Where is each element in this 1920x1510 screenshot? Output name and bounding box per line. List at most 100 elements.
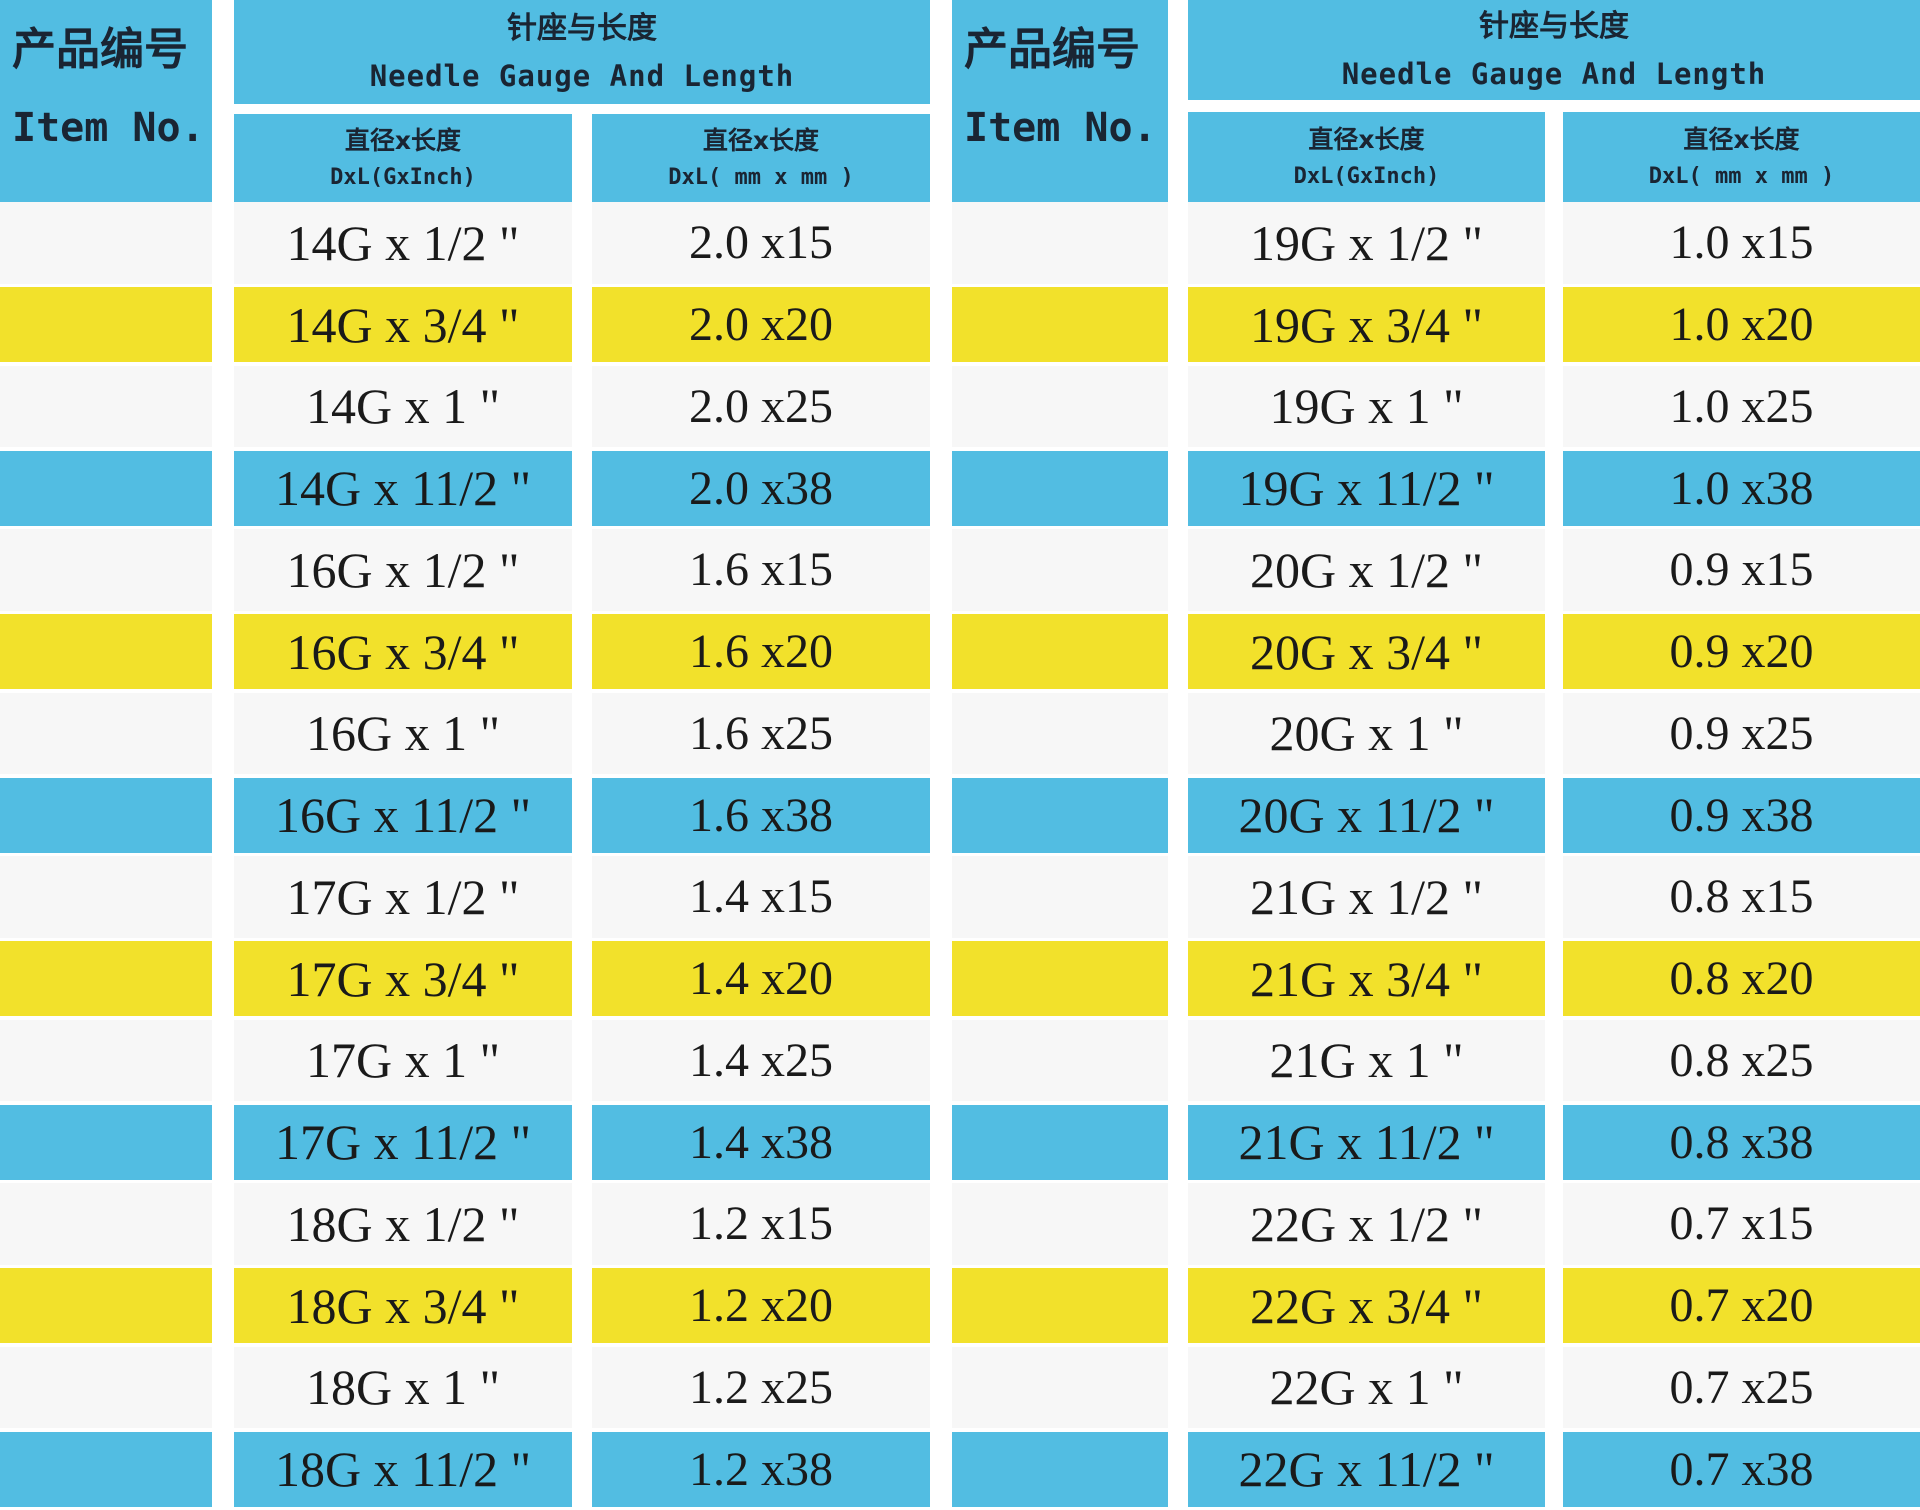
mm-value: 1.4 x15 [689, 870, 833, 924]
gauge-inch-cell: 14G x 1 " [234, 365, 572, 448]
gauge-inch-value: 19G x 11/2 " [1238, 460, 1495, 517]
mm-cell: 0.9 x20 [1563, 614, 1920, 689]
gauge-inch-cell: 17G x 1 " [234, 1019, 572, 1102]
item-no-cell [0, 1431, 212, 1507]
item-no-cell [0, 1019, 212, 1102]
mm-value: 1.6 x15 [689, 543, 833, 597]
mm-cell: 1.4 x15 [592, 856, 930, 938]
item-no-cell [0, 287, 212, 362]
mm-value: 2.0 x25 [689, 379, 833, 433]
item-no-cell [0, 1104, 212, 1180]
mm-cell: 1.6 x38 [592, 777, 930, 853]
mm-cell: 1.6 x15 [592, 529, 930, 611]
gauge-inch-cell: 20G x 1/2 " [1188, 529, 1545, 611]
gauge-inch-cell: 16G x 11/2 " [234, 777, 572, 853]
mm-value: 0.9 x25 [1669, 706, 1814, 760]
gauge-inch-value: 16G x 3/4 " [286, 623, 520, 680]
mm-value: 1.0 x15 [1669, 216, 1814, 270]
mm-cell: 1.2 x20 [592, 1268, 930, 1343]
col-mm-cn-label: 直径x长度 [1683, 124, 1800, 154]
group-en-label: Needle Gauge And Length [369, 58, 795, 93]
gauge-inch-value: 14G x 3/4 " [286, 296, 520, 353]
item-no-en-label: Item No. [964, 105, 1157, 151]
gauge-inch-value: 17G x 11/2 " [274, 1114, 532, 1171]
gauge-inch-cell: 17G x 3/4 " [234, 941, 572, 1016]
mm-value: 0.9 x15 [1669, 543, 1814, 597]
item-no-cell [952, 529, 1168, 611]
gauge-inch-value: 20G x 1/2 " [1250, 541, 1483, 598]
mm-value: 1.2 x15 [689, 1197, 833, 1251]
item-no-cn-label: 产品编号 [12, 24, 188, 75]
mm-cell: 1.0 x38 [1563, 450, 1920, 526]
item-no-cell [952, 777, 1168, 853]
mm-value: 1.6 x20 [689, 625, 833, 679]
gauge-inch-cell: 18G x 11/2 " [234, 1431, 572, 1507]
gauge-inch-cell: 16G x 1 " [234, 692, 572, 775]
gauge-inch-value: 18G x 1 " [305, 1359, 501, 1416]
gauge-inch-cell: 18G x 1/2 " [234, 1183, 572, 1265]
item-no-header-left: 产品编号 Item No. [0, 0, 212, 202]
mm-value: 0.8 x20 [1669, 952, 1814, 1006]
mm-cell: 0.8 x15 [1563, 856, 1920, 938]
item-no-cell [952, 1019, 1168, 1102]
item-no-cell [952, 692, 1168, 775]
gauge-inch-value: 21G x 1 " [1269, 1032, 1464, 1089]
gauge-inch-cell: 14G x 11/2 " [234, 450, 572, 526]
col-mm-en-label: DxL( mm x mm ) [668, 164, 854, 190]
item-no-cell [0, 941, 212, 1016]
mm-cell: 0.9 x38 [1563, 777, 1920, 853]
gauge-inch-cell: 22G x 1/2 " [1188, 1183, 1545, 1265]
gauge-inch-value: 19G x 1 " [1269, 378, 1464, 435]
mm-value: 1.0 x38 [1669, 461, 1814, 515]
col-mm-cn-label: 直径x长度 [702, 125, 820, 155]
item-no-cell [0, 1183, 212, 1265]
mm-value: 2.0 x15 [689, 216, 833, 270]
mm-cell: 1.6 x20 [592, 614, 930, 689]
gauge-inch-cell: 21G x 1/2 " [1188, 856, 1545, 938]
gauge-inch-value: 16G x 1/2 " [286, 541, 520, 598]
col-gauge-cn-label: 直径x长度 [1308, 124, 1425, 154]
gauge-inch-value: 20G x 11/2 " [1238, 787, 1495, 844]
gauge-inch-cell: 17G x 11/2 " [234, 1104, 572, 1180]
mm-column-header-right: 直径x长度 DxL( mm x mm ) [1563, 112, 1920, 202]
gauge-inch-value: 18G x 1/2 " [286, 1195, 520, 1252]
item-no-cell [952, 614, 1168, 689]
mm-cell: 2.0 x25 [592, 365, 930, 448]
item-no-cell [0, 614, 212, 689]
mm-cell: 1.6 x25 [592, 692, 930, 775]
gauge-inch-value: 20G x 1 " [1269, 705, 1464, 762]
gauge-inch-cell: 19G x 11/2 " [1188, 450, 1545, 526]
mm-cell: 1.2 x25 [592, 1346, 930, 1429]
gauge-inch-column-header-left: 直径x长度 DxL(GxInch) [234, 114, 572, 202]
item-no-cell [952, 941, 1168, 1016]
item-no-cell [952, 365, 1168, 448]
needle-gauge-group-header-right: 针座与长度 Needle Gauge And Length [1188, 0, 1920, 100]
needle-gauge-group-header-left: 针座与长度 Needle Gauge And Length [234, 0, 930, 104]
mm-value: 1.4 x20 [689, 952, 833, 1006]
mm-value: 0.9 x20 [1669, 625, 1814, 679]
item-no-cell [952, 1104, 1168, 1180]
gauge-inch-cell: 14G x 3/4 " [234, 287, 572, 362]
mm-cell: 0.7 x38 [1563, 1431, 1920, 1507]
gauge-inch-cell: 17G x 1/2 " [234, 856, 572, 938]
item-no-cell [952, 202, 1168, 284]
col-gauge-cn-label: 直径x长度 [344, 125, 462, 155]
item-no-header-right: 产品编号 Item No. [952, 0, 1168, 202]
gauge-inch-column-header-right: 直径x长度 DxL(GxInch) [1188, 112, 1545, 202]
gauge-inch-value: 17G x 1 " [305, 1032, 501, 1089]
gauge-inch-value: 17G x 3/4 " [286, 950, 520, 1007]
item-no-cell [0, 202, 212, 284]
mm-value: 1.0 x20 [1669, 298, 1814, 352]
gauge-inch-value: 22G x 1 " [1269, 1359, 1464, 1416]
mm-cell: 1.2 x38 [592, 1431, 930, 1507]
gauge-inch-value: 16G x 1 " [305, 705, 501, 762]
mm-value: 2.0 x20 [689, 298, 833, 352]
item-no-cell [952, 1346, 1168, 1429]
gauge-inch-cell: 21G x 1 " [1188, 1019, 1545, 1102]
mm-value: 1.2 x38 [689, 1442, 833, 1496]
gauge-inch-value: 18G x 11/2 " [274, 1441, 532, 1498]
gauge-inch-cell: 16G x 1/2 " [234, 529, 572, 611]
mm-cell: 2.0 x20 [592, 287, 930, 362]
item-no-cell [0, 365, 212, 448]
gauge-inch-value: 18G x 3/4 " [286, 1277, 520, 1334]
